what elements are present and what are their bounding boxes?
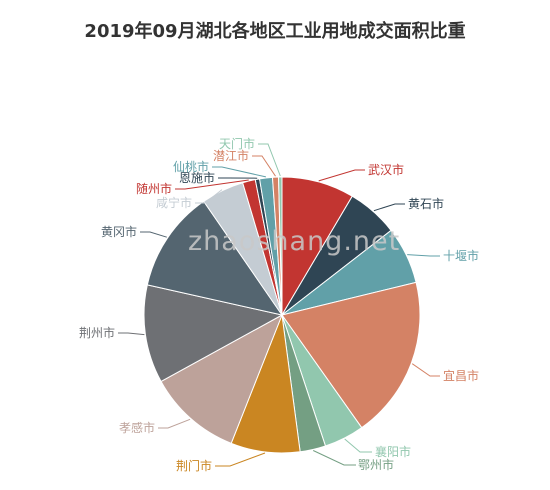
leader-line	[258, 143, 281, 177]
pie-slices	[143, 176, 421, 454]
leader-line	[407, 254, 440, 257]
slice-label: 十堰市	[443, 248, 479, 263]
slice-label: 仙桃市	[173, 159, 209, 174]
slice-label: 襄阳市	[375, 444, 411, 459]
pie-slice	[143, 284, 284, 383]
leader-line	[252, 155, 276, 177]
slice-label: 恩施市	[179, 170, 215, 185]
leader-line	[212, 166, 267, 178]
chart-title: 2019年09月湖北各地区工业用地成交面积比重	[84, 21, 466, 42]
pie-slice	[160, 313, 283, 444]
slice-label: 随州市	[136, 181, 172, 196]
slice-label: 黄冈市	[101, 224, 137, 239]
pie-slice	[281, 281, 421, 429]
slice-label: 潜江市	[213, 148, 249, 163]
slice-label: 荆州市	[79, 325, 115, 340]
slice-label: 荆门市	[176, 458, 212, 473]
slice-label: 天门市	[219, 136, 255, 151]
pie-slice	[278, 176, 283, 316]
slice-label: 鄂州市	[358, 457, 394, 472]
slice-label: 武汉市	[368, 162, 404, 177]
leader-line	[312, 450, 356, 466]
slice-label: 孝感市	[119, 420, 155, 435]
leader-line	[175, 179, 249, 190]
slice-label: 黄石市	[408, 196, 444, 211]
leader-line	[318, 169, 365, 182]
leader-line	[215, 452, 266, 467]
leader-line	[344, 438, 372, 453]
leader-line	[195, 189, 223, 204]
leader-line	[373, 203, 405, 212]
watermark: zhaoshang.net	[188, 226, 401, 257]
slice-label: 宜昌市	[443, 368, 479, 383]
leader-line	[118, 332, 145, 336]
leader-line	[158, 418, 191, 429]
pie-slice	[146, 200, 284, 316]
leader-line	[140, 231, 167, 238]
leader-line	[411, 363, 440, 377]
leader-lines	[118, 143, 440, 467]
slice-label: 咸宁市	[156, 195, 192, 210]
